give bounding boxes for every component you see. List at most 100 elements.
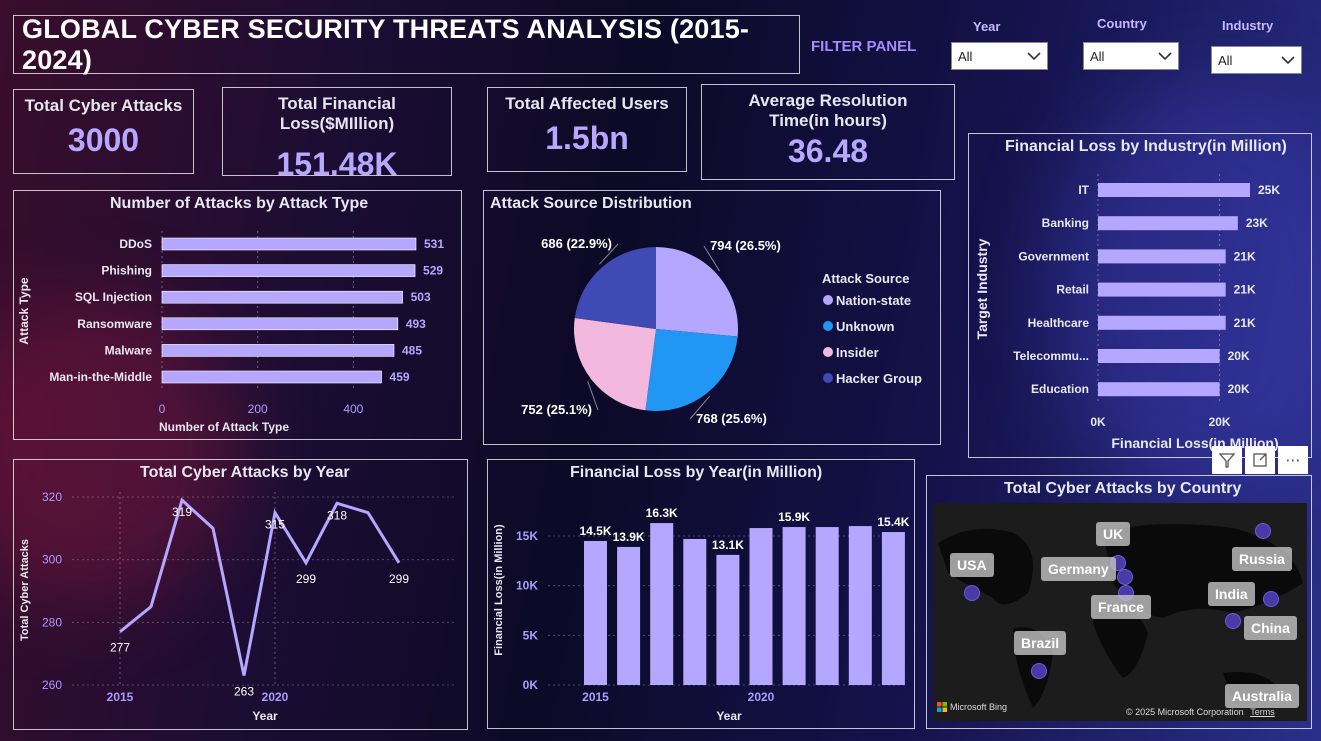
year-slicer-dropdown[interactable]: All [951,42,1048,70]
world-map[interactable]: USA UK Germany Russia India France China… [933,503,1307,721]
x-tick-label: 20K [1209,415,1231,429]
bar [848,526,872,685]
pie-slice [645,329,738,411]
data-label: 299 [389,572,409,586]
map-copyright: © 2025 Microsoft Corporation [1126,707,1244,717]
industry-slicer-label: Industry [1222,18,1274,33]
industry-slicer-value: All [1218,52,1233,68]
bar [617,546,641,685]
map-terms-link[interactable]: Terms [1250,707,1275,717]
map-point-russia[interactable] [1255,523,1271,539]
attack-type-plot: 0 200 400 DDoS 531 Phishing 529 SQL Injection 50… [17,231,444,434]
map-point-china[interactable] [1263,591,1279,607]
data-label: 13.1K [712,538,744,552]
kpi-label: Total Cyber Attacks [24,96,183,115]
data-label: 529 [423,264,443,278]
attack-source-chart: Attack Source Distribution 794 (26.5%) 76… [483,190,941,445]
bar [815,527,839,685]
filter-icon[interactable] [1212,446,1242,474]
data-label: 14.5K [579,524,611,538]
year-slicer-value: All [958,48,973,64]
kpi-value: 1.5bn [545,120,629,156]
chart-title: Attack Source Distribution [490,195,692,212]
category-label: Man-in-the-Middle [49,370,152,384]
more-options-icon[interactable]: ⋯ [1278,446,1308,474]
legend-entry: Nation-state [836,293,911,308]
chart-title: Financial Loss by Year(in Million) [570,464,823,481]
country-slicer-dropdown[interactable]: All [1083,42,1179,70]
kpi-label: Average Resolution Time(in hours) [748,91,908,130]
y-tick-label: 300 [42,553,62,567]
map-label-russia: Russia [1232,547,1292,571]
category-label: Government [1018,249,1089,263]
x-axis-label: Number of Attack Type [159,420,289,434]
map-label-uk: UK [1096,522,1131,546]
map-point-usa[interactable] [964,585,980,601]
y-axis-label: Total Cyber Attacks [19,539,31,641]
chevron-down-icon [1281,56,1295,65]
bar [161,290,403,304]
category-label: Phishing [101,264,152,278]
map-label-australia: Australia [1225,684,1299,708]
kpi-label: Total Financial Loss($MIllion) [278,94,396,133]
y-axis-label: Attack Type [17,277,31,344]
data-label: 20K [1228,349,1250,363]
data-label: 21K [1234,249,1256,263]
map-label-france: France [1091,595,1151,619]
data-label: 21K [1234,316,1256,330]
x-tick-label: 2020 [748,690,775,704]
bar [584,540,607,685]
x-tick-label: 0 [159,402,166,416]
leader-line [587,381,599,411]
category-label: Banking [1042,216,1089,230]
focus-mode-icon[interactable] [1245,446,1275,474]
leader-line [703,245,720,272]
map-point-india[interactable] [1225,613,1241,629]
bar [161,317,399,331]
category-label: Education [1031,382,1089,396]
attacks-by-year-plot: 260 280 300 320 2015 2020 277 319 263 315 299 318 29… [19,490,454,723]
x-tick-label: 2015 [107,690,134,704]
data-label: 315 [265,518,285,532]
visual-header-toolbar: ⋯ [1212,446,1308,474]
x-axis-label: Year [716,709,742,723]
chart-title: Total Cyber Attacks by Country [1004,480,1242,497]
data-label: 13.9K [613,530,645,544]
map-label-india: India [1208,582,1255,606]
chart-title: Financial Loss by Industry(in Million) [1005,138,1287,155]
year-slicer-label: Year [973,19,1001,34]
map-point-brazil[interactable] [1031,663,1047,679]
legend-marker [823,321,833,331]
chevron-down-icon [1027,52,1041,61]
x-tick-label: 200 [248,402,268,416]
category-label: SQL Injection [75,290,152,304]
kpi-value: 36.48 [787,133,869,169]
map-label-china: China [1244,616,1297,640]
data-label: 503 [411,290,431,304]
kpi-value: 3000 [67,122,140,158]
category-label: Ransomware [77,317,152,331]
category-label: Malware [105,343,153,357]
pie-slice [574,318,656,411]
bar [1098,282,1226,297]
data-label: 485 [402,343,422,357]
bing-logo: Microsoft Bing [937,702,1007,712]
attacks-by-year-chart: Total Cyber Attacks by Year 260 280 300 320… [13,459,468,730]
slice-label: 752 (25.1%) [521,402,592,417]
y-axis-label: Target Industry [974,238,990,339]
data-label: 531 [424,237,444,251]
x-tick-label: 400 [343,402,363,416]
attack-type-chart: Number of Attacks by Attack Type 0 200 400… [13,190,462,440]
industry-slicer-dropdown[interactable]: All [1211,46,1302,74]
x-axis-label: Year [252,709,278,723]
data-label: 493 [406,317,426,331]
microsoft-logo-icon [937,702,947,712]
data-label: 459 [390,370,410,384]
bar [782,527,806,685]
pie-slice [574,247,656,329]
map-point-germany[interactable] [1117,569,1133,585]
map-label-usa: USA [950,553,994,577]
y-tick-label: 15K [516,529,538,543]
filter-panel-label: FILTER PANEL [811,38,917,55]
bar [161,370,382,384]
